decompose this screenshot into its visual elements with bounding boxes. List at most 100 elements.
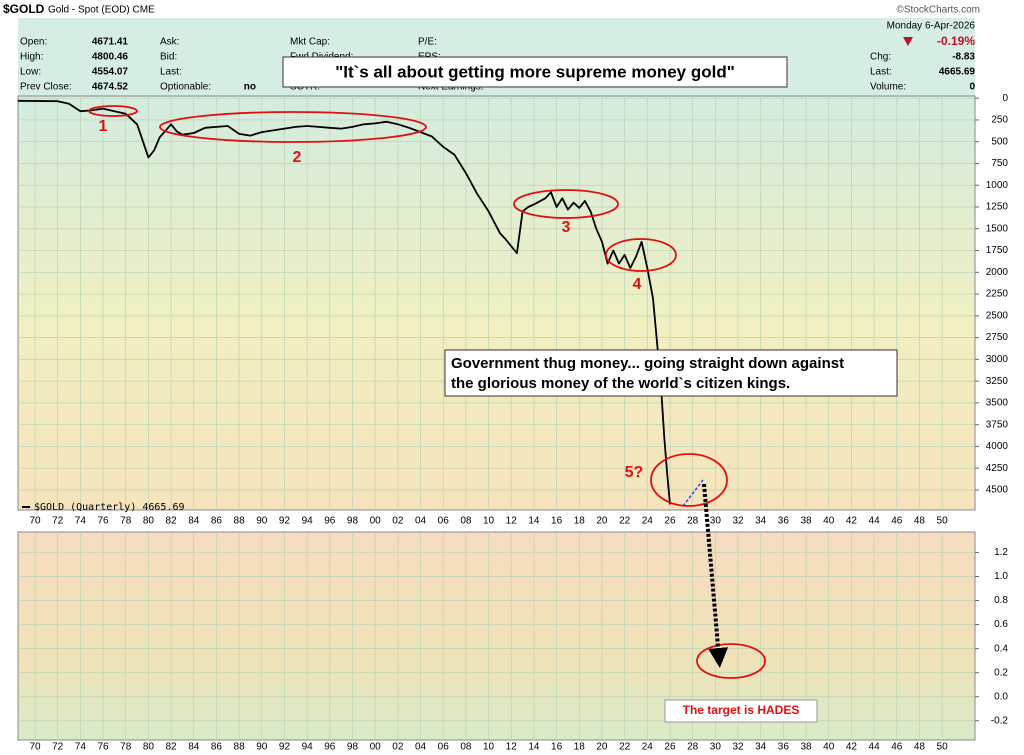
- field-label: Mkt Cap:: [290, 37, 330, 48]
- x-tick-label: 84: [188, 516, 200, 527]
- marker-label: 4: [633, 276, 642, 293]
- highlight-ellipse: [88, 105, 138, 117]
- x-tick-label: 92: [279, 516, 291, 527]
- y-tick-label: 2250: [986, 289, 1009, 300]
- y-tick-label: 4000: [986, 441, 1009, 452]
- field-label: Last:: [870, 67, 892, 78]
- marker-label: 1: [99, 118, 108, 135]
- x-tick-label: 94: [302, 516, 314, 527]
- x-tick-label: 18: [574, 516, 586, 527]
- x-tick-label: 12: [506, 516, 518, 527]
- x-tick-label: 72: [52, 742, 64, 753]
- note-box: [444, 349, 898, 397]
- x-tick-label: 90: [256, 516, 268, 527]
- x-tick-label: 24: [642, 742, 654, 753]
- x-tick-label: 84: [188, 742, 200, 753]
- x-tick-label: 10: [483, 742, 495, 753]
- x-tick-label: 32: [732, 516, 744, 527]
- x-tick-label: 24: [642, 516, 654, 527]
- x-tick-label: 82: [166, 742, 178, 753]
- y-tick-label: 4250: [986, 463, 1009, 474]
- x-tick-label: 90: [256, 742, 268, 753]
- y-tick-label: 3500: [986, 398, 1009, 409]
- chart-layer: $GOLD Gold - Spot (EOD) CME ©StockCharts.c…: [3, 2, 1008, 752]
- field-value: 4674.52: [92, 82, 129, 93]
- marker-label: 2: [293, 149, 302, 166]
- field-value: 4665.69: [939, 67, 976, 78]
- x-tick-label: 40: [823, 742, 835, 753]
- x-tick-label: 50: [937, 742, 949, 753]
- y-tick-label: 0.2: [994, 667, 1008, 678]
- down-triangle: [903, 37, 913, 46]
- x-tick-label: 20: [596, 742, 608, 753]
- x-tick-label: 30: [710, 516, 722, 527]
- x-tick-label: 12: [506, 742, 518, 753]
- x-tick-label: 70: [29, 516, 41, 527]
- x-tick-label: 86: [211, 516, 223, 527]
- x-tick-label: 98: [347, 742, 359, 753]
- field-value: 4671.41: [92, 37, 129, 48]
- x-tick-label: 32: [732, 742, 744, 753]
- x-tick-label: 96: [324, 516, 336, 527]
- y-tick-label: 2500: [986, 310, 1009, 321]
- x-tick-label: 82: [166, 516, 178, 527]
- x-tick-label: 48: [914, 516, 926, 527]
- y-tick-label: 1000: [986, 180, 1009, 191]
- y-tick-label: 0.8: [994, 595, 1008, 606]
- highlight-ellipse: [513, 189, 619, 219]
- x-tick-label: 26: [664, 516, 676, 527]
- x-tick-label: 70: [29, 742, 41, 753]
- y-tick-label: 0: [1002, 93, 1008, 104]
- field-label: Open:: [20, 37, 47, 48]
- field-label: Last:: [160, 67, 182, 78]
- x-tick-label: 40: [823, 516, 835, 527]
- x-tick-label: 04: [415, 516, 427, 527]
- field-value: -8.83: [952, 52, 975, 63]
- x-tick-label: 08: [460, 516, 472, 527]
- field-label: Volume:: [870, 82, 906, 93]
- y-tick-label: 750: [991, 158, 1008, 169]
- note-line: Government thug money... going straight …: [451, 355, 844, 372]
- x-tick-label: 00: [370, 742, 382, 753]
- y-tick-label: 1750: [986, 245, 1009, 256]
- x-tick-label: 20: [596, 516, 608, 527]
- x-tick-label: 50: [937, 516, 949, 527]
- target-box: [664, 699, 818, 723]
- target-arrow: [702, 483, 729, 668]
- x-tick-label: 10: [483, 516, 495, 527]
- x-tick-label: 72: [52, 516, 64, 527]
- x-tick-label: 74: [75, 742, 87, 753]
- x-tick-label: 92: [279, 742, 291, 753]
- x-tick-label: 94: [302, 742, 314, 753]
- change-pct: -0.19%: [937, 34, 975, 48]
- x-tick-label: 28: [687, 742, 699, 753]
- x-tick-label: 02: [392, 742, 404, 753]
- x-tick-label: 76: [97, 516, 109, 527]
- y-tick-label: 3750: [986, 419, 1009, 430]
- x-tick-label: 44: [869, 742, 881, 753]
- y-tick-label: 2750: [986, 332, 1009, 343]
- x-tick-label: 80: [143, 742, 155, 753]
- x-tick-label: 36: [778, 516, 790, 527]
- source: ©StockCharts.com: [896, 5, 980, 16]
- legend-label: $GOLD (Quarterly) 4665.69: [34, 502, 185, 513]
- x-tick-label: 98: [347, 516, 359, 527]
- x-tick-label: 38: [800, 742, 812, 753]
- field-label: Optionable:: [160, 82, 211, 93]
- x-tick-label: 18: [574, 742, 586, 753]
- x-tick-label: 26: [664, 742, 676, 753]
- note-line: the glorious money of the world`s citize…: [451, 375, 790, 392]
- headline: "It`s all about getting more supreme mon…: [335, 62, 735, 81]
- marker-label: 5?: [625, 464, 644, 481]
- y-tick-label: 2000: [986, 267, 1009, 278]
- x-tick-label: 42: [846, 742, 858, 753]
- y-tick-label: 0.0: [994, 691, 1008, 702]
- highlight-ellipse: [159, 111, 427, 143]
- y-tick-label: 1500: [986, 223, 1009, 234]
- y-tick-label: 1.0: [994, 571, 1008, 582]
- field-value: 4554.07: [92, 67, 129, 78]
- x-tick-label: 80: [143, 516, 155, 527]
- y-tick-label: 3250: [986, 376, 1009, 387]
- marker-label: 3: [562, 219, 571, 236]
